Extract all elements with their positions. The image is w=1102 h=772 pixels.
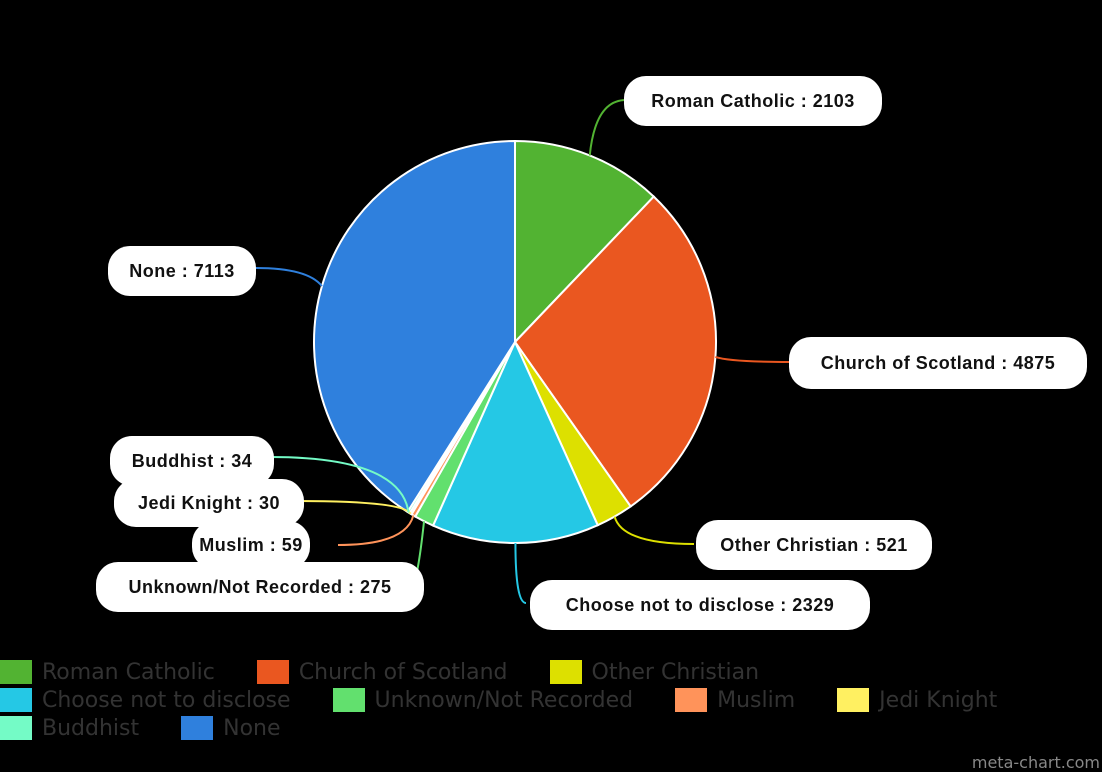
legend-swatch <box>0 660 32 684</box>
pie-slice-church-of-scotland <box>513 195 717 508</box>
legend-item-buddhist[interactable]: Buddhist <box>0 716 139 741</box>
legend-item-other-christian[interactable]: Other Christian <box>549 659 760 685</box>
legend-label: Unknown/Not Recorded <box>374 687 634 713</box>
pie-chart: Roman Catholic : 2103 Church of Scotland … <box>96 76 1087 630</box>
svg-text:Buddhist : 34: Buddhist : 34 <box>132 451 253 471</box>
data-label-church-of-scotland: Church of Scotland : 4875 <box>789 337 1087 389</box>
pie-slices <box>313 139 717 544</box>
legend-swatch <box>0 688 32 712</box>
leader-line-none <box>255 267 323 287</box>
data-label-choose-not-to-disclose: Choose not to disclose : 2329 <box>530 580 870 630</box>
legend-swatch <box>256 660 289 684</box>
legend-row: Choose not to disclose Unknown/Not Record… <box>0 686 1102 714</box>
svg-text:Unknown/Not Recorded : 275: Unknown/Not Recorded : 275 <box>128 577 391 597</box>
data-label-buddhist: Buddhist : 34 <box>110 436 274 486</box>
legend-label: Muslim <box>717 687 796 713</box>
data-label-unknown-not-recorded: Unknown/Not Recorded : 275 <box>96 562 424 612</box>
legend-item-unknown-not-recorded[interactable]: Unknown/Not Recorded <box>332 687 634 713</box>
svg-text:Jedi Knight : 30: Jedi Knight : 30 <box>138 493 280 513</box>
legend-item-none[interactable]: None <box>181 715 281 741</box>
pie-slice-roman-catholic <box>514 139 656 345</box>
data-label-none: None : 7113 <box>108 246 256 296</box>
legend-swatch <box>837 688 870 712</box>
legend-item-choose-not-to-disclose[interactable]: Choose not to disclose <box>0 688 291 713</box>
legend-swatch <box>332 688 365 712</box>
svg-text:Muslim : 59: Muslim : 59 <box>199 535 303 555</box>
leader-line-roman-catholic <box>588 99 627 156</box>
data-label-muslim: Muslim : 59 <box>192 521 310 569</box>
legend-swatch <box>0 716 32 740</box>
svg-text:Choose not to disclose : 2329: Choose not to disclose : 2329 <box>566 595 835 615</box>
leader-line-muslim <box>337 515 415 546</box>
data-labels: Roman Catholic : 2103 Church of Scotland … <box>96 76 1087 630</box>
legend-label: Church of Scotland <box>298 659 508 685</box>
legend-item-church-of-scotland[interactable]: Church of Scotland <box>256 659 508 685</box>
svg-text:Church of Scotland : 4875: Church of Scotland : 4875 <box>821 353 1056 373</box>
legend-item-roman-catholic[interactable]: Roman Catholic <box>0 660 215 685</box>
legend-swatch <box>675 688 708 712</box>
svg-text:Roman Catholic : 2103: Roman Catholic : 2103 <box>651 91 855 111</box>
legend-label: Buddhist <box>42 715 140 741</box>
leader-line-choose-not-to-disclose <box>514 542 527 604</box>
legend-row: Buddhist None <box>0 714 1102 742</box>
leader-line-church-of-scotland <box>715 356 791 363</box>
legend-item-muslim[interactable]: Muslim <box>675 688 795 713</box>
svg-text:Other Christian : 521: Other Christian : 521 <box>720 535 908 555</box>
data-label-jedi-knight: Jedi Knight : 30 <box>114 479 304 527</box>
data-label-other-christian: Other Christian : 521 <box>696 520 932 570</box>
legend-label: Jedi Knight <box>879 687 998 713</box>
watermark: meta-chart.com <box>971 753 1100 772</box>
leader-lines <box>255 99 791 604</box>
data-label-roman-catholic: Roman Catholic : 2103 <box>624 76 882 126</box>
svg-text:None : 7113: None : 7113 <box>129 261 235 281</box>
legend-row: Roman Catholic Church of Scotland Other Ch… <box>0 658 1102 686</box>
legend-swatch <box>549 660 582 684</box>
legend-item-jedi-knight[interactable]: Jedi Knight <box>837 688 997 713</box>
pie-slice-none <box>313 139 516 514</box>
leader-line-other-christian <box>613 516 695 545</box>
legend-label: Roman Catholic <box>42 659 215 685</box>
legend-label: None <box>223 715 281 741</box>
chart-legend: Roman Catholic Church of Scotland Other Ch… <box>0 658 1102 742</box>
legend-label: Choose not to disclose <box>42 687 291 713</box>
legend-label: Other Christian <box>591 659 760 685</box>
leader-line-buddhist <box>269 456 410 513</box>
pie-slice-choose-not-to-disclose <box>431 339 600 544</box>
legend-swatch <box>181 716 214 740</box>
